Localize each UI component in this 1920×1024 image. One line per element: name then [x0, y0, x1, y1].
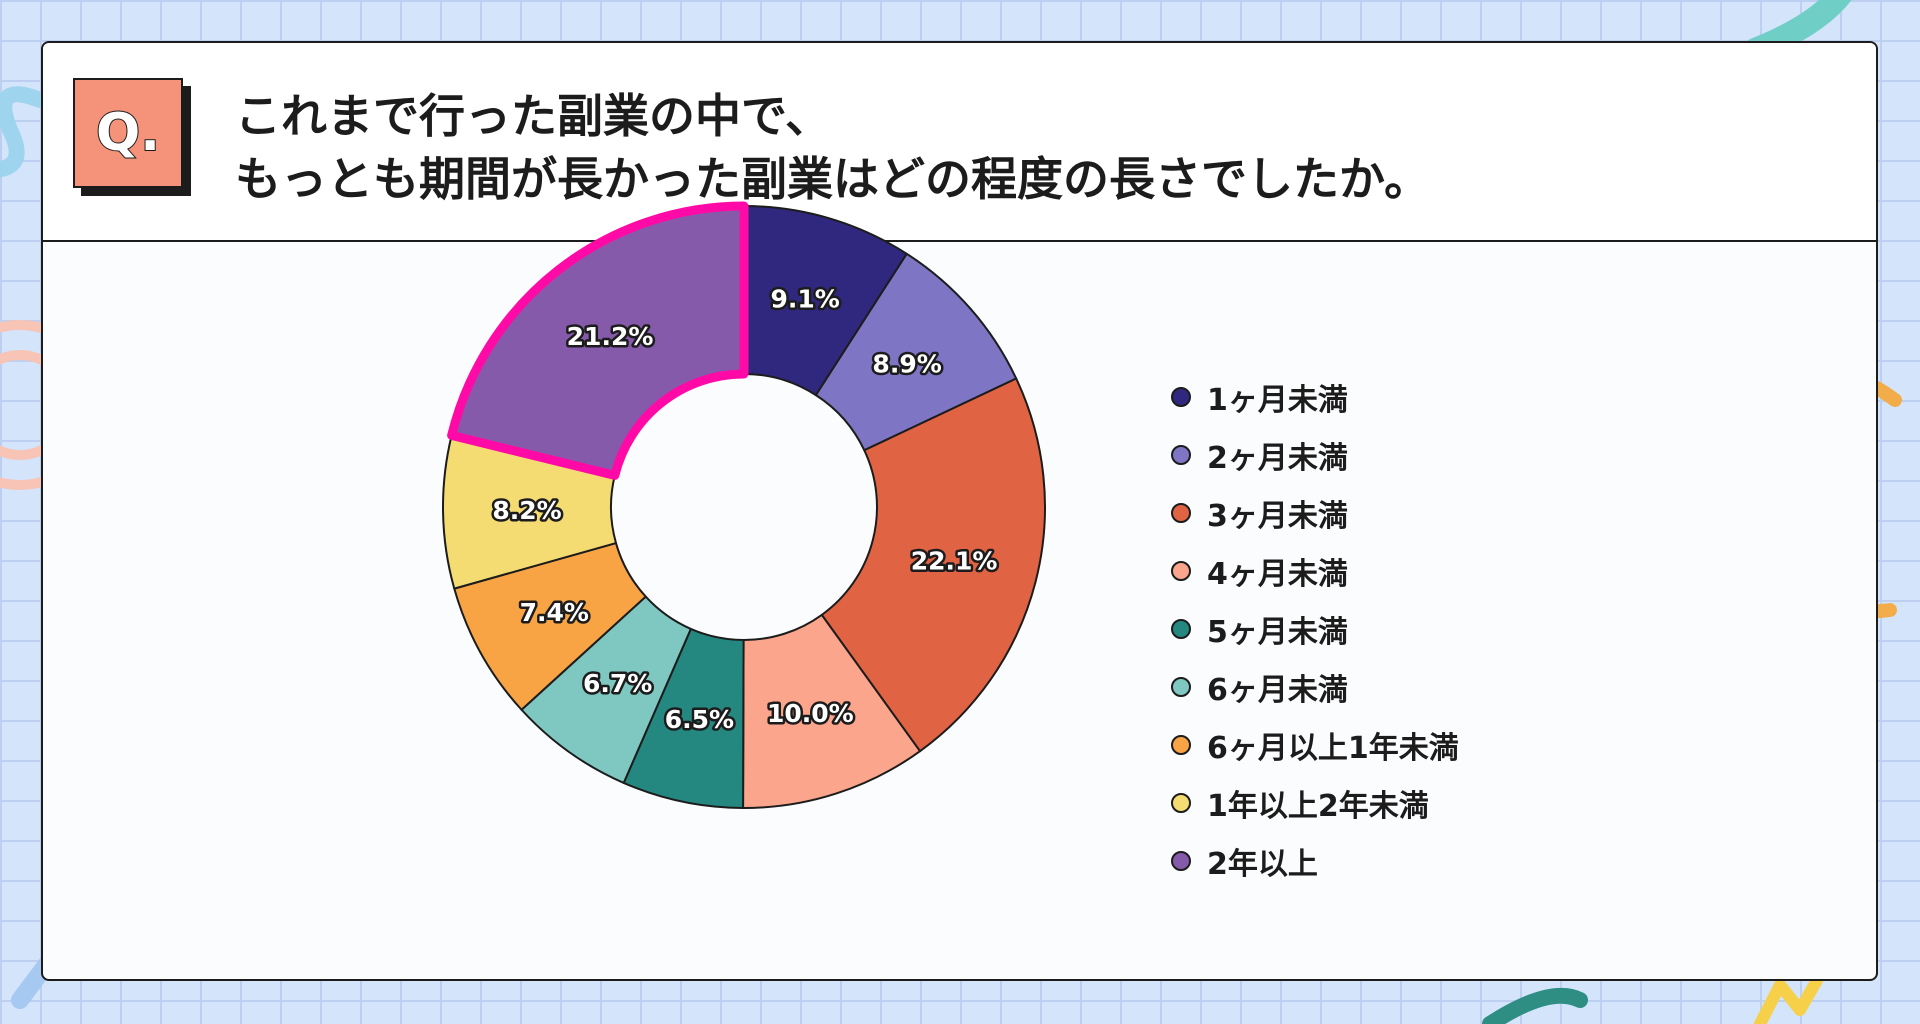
legend-label: 2ヶ月未満: [1207, 441, 1348, 476]
wave-decoration: [1482, 987, 1588, 1024]
legend-item-3: 3ヶ月未満: [1171, 484, 1459, 542]
question-title-line-2: もっとも期間が長かった副業はどの程度の長さでしたか。: [235, 152, 1431, 206]
question-title: これまで行った副業の中で、 もっとも期間が長かった副業はどの程度の長さでしたか。: [235, 85, 1430, 211]
legend-item-8: 1年以上2年未満: [1171, 774, 1459, 832]
data-label-2: 8.9%: [872, 349, 941, 378]
legend-dot: [1171, 619, 1191, 639]
question-badge: Q.: [73, 78, 183, 188]
chart-legend: 1ヶ月未満 2ヶ月未満 3ヶ月未満 4ヶ月未満 5ヶ月未満 6ヶ月未満 6ヶ月以上1年未満 1…: [1171, 368, 1459, 890]
data-label-9: 21.2%: [567, 322, 654, 351]
legend-item-7: 6ヶ月以上1年未満: [1171, 716, 1459, 774]
donut-chart: 9.1% 8.9% 22.1% 10.0% 6.5% 6.7% 7.4% 8.2% 21.2%: [442, 201, 1046, 809]
legend-label: 4ヶ月未満: [1207, 557, 1348, 592]
data-label-8: 8.2%: [492, 496, 561, 525]
legend-dot: [1171, 387, 1191, 407]
legend-item-2: 2ヶ月未満: [1171, 426, 1459, 484]
legend-item-5: 5ヶ月未満: [1171, 600, 1459, 658]
data-label-7: 7.4%: [520, 598, 589, 627]
data-label-3: 22.1%: [911, 547, 998, 576]
highlight-outline: [447, 201, 749, 480]
slice-3: [820, 377, 1046, 753]
legend-label: 5ヶ月未満: [1207, 615, 1348, 650]
legend-label: 2年以上: [1207, 847, 1318, 882]
legend-dot: [1171, 677, 1191, 697]
legend-label: 6ヶ月未満: [1207, 673, 1348, 708]
zigzag-decoration: [1754, 969, 1826, 1024]
legend-item-1: 1ヶ月未満: [1171, 368, 1459, 426]
data-label-1: 9.1%: [770, 284, 839, 313]
slice-4: [742, 613, 922, 809]
legend-dot: [1171, 503, 1191, 523]
legend-label: 1年以上2年未満: [1207, 789, 1429, 824]
loop-decoration: [0, 86, 48, 178]
question-card: Q. これまで行った副業の中で、 もっとも期間が長かった副業はどの程度の長さでし…: [41, 41, 1878, 981]
legend-dot: [1171, 561, 1191, 581]
legend-dot: [1171, 735, 1191, 755]
data-label-4: 10.0%: [767, 699, 854, 728]
question-header: Q. これまで行った副業の中で、 もっとも期間が長かった副業はどの程度の長さでし…: [43, 43, 1876, 242]
legend-dot: [1171, 445, 1191, 465]
question-title-line-1: これまで行った副業の中で、: [235, 89, 832, 143]
data-label-6: 6.7%: [583, 669, 652, 698]
data-label-5: 6.5%: [665, 705, 734, 734]
legend-dot: [1171, 851, 1191, 871]
legend-item-6: 6ヶ月未満: [1171, 658, 1459, 716]
legend-item-4: 4ヶ月未満: [1171, 542, 1459, 600]
legend-dot: [1171, 793, 1191, 813]
legend-item-9: 2年以上: [1171, 832, 1459, 890]
legend-label: 1ヶ月未満: [1207, 383, 1348, 418]
legend-label: 3ヶ月未満: [1207, 499, 1348, 534]
legend-label: 6ヶ月以上1年未満: [1207, 731, 1459, 766]
